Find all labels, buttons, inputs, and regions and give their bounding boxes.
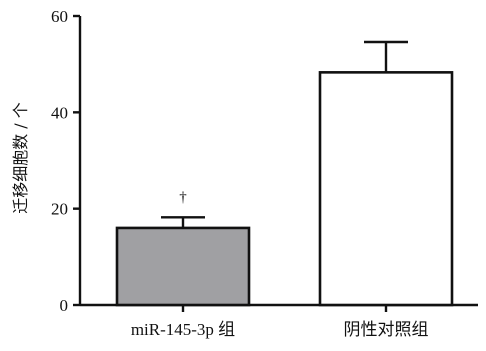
bar xyxy=(318,71,454,307)
annotations: † xyxy=(179,189,187,205)
y-tick-label: 60 xyxy=(51,7,68,26)
x-tick-label: miR-145-3p 组 xyxy=(131,320,235,339)
bars xyxy=(115,71,454,307)
x-tick-label: 阴性对照组 xyxy=(344,320,429,339)
y-tick-label: 40 xyxy=(51,103,68,122)
error-bars xyxy=(161,40,408,228)
x-axis: miR-145-3p 组 阴性对照组 xyxy=(80,303,478,339)
y-tick-label: 20 xyxy=(51,200,68,219)
bar xyxy=(115,226,251,307)
y-tick-label: 0 xyxy=(60,296,69,315)
y-axis-title: 迁移细胞数 / 个 xyxy=(11,102,30,214)
significance-marker: † xyxy=(179,189,187,205)
y-axis: 0 20 40 60 xyxy=(51,7,82,315)
